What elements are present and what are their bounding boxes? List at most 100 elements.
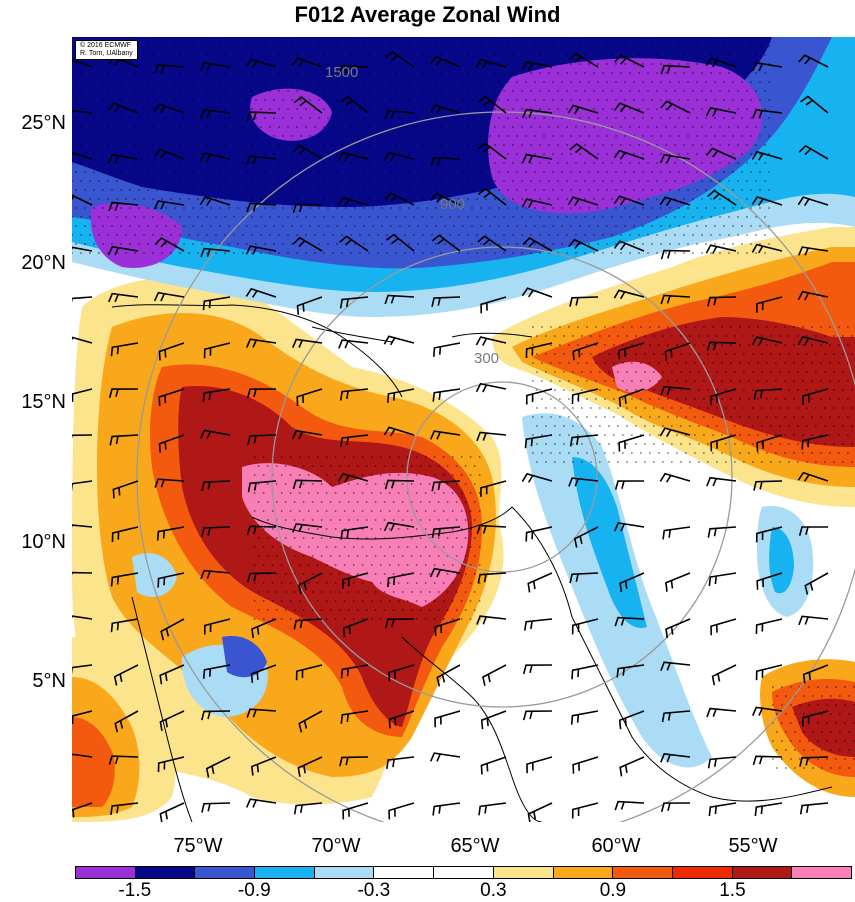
stipple-dot <box>684 452 687 454</box>
stipple-dot <box>498 207 500 209</box>
stipple-dot <box>575 180 577 182</box>
stipple-dot <box>120 243 122 245</box>
stipple-dot <box>675 434 678 436</box>
stipple-dot <box>534 81 536 83</box>
stipple-dot <box>755 234 757 236</box>
stipple-dot <box>741 153 743 155</box>
stipple-dot <box>419 591 422 593</box>
wind-barb <box>291 57 323 68</box>
stipple-dot <box>170 54 172 56</box>
stipple-dot <box>116 37 118 38</box>
stipple-dot <box>437 537 440 539</box>
stipple-dot <box>352 546 355 548</box>
stipple-dot <box>648 326 651 328</box>
stipple-dot <box>746 252 748 254</box>
stipple-dot <box>75 171 77 173</box>
stipple-dot <box>701 162 703 164</box>
stipple-dot <box>512 90 514 92</box>
stipple-dot <box>120 189 122 191</box>
stipple-dot <box>660 135 662 137</box>
stipple-dot <box>639 452 642 454</box>
wind-barb <box>293 96 323 114</box>
stipple-dot <box>566 216 568 218</box>
stipple-dot <box>210 225 212 227</box>
stipple-dot <box>386 180 388 182</box>
stipple-dot <box>647 144 649 146</box>
stipple-dot <box>720 326 723 328</box>
stipple-dot <box>381 171 383 173</box>
wind-barb <box>572 756 599 774</box>
significance-stipple <box>72 37 855 769</box>
stipple-dot <box>327 171 329 173</box>
wind-barb <box>203 342 231 359</box>
negative-wind-regions <box>72 37 855 768</box>
stipple-dot <box>410 501 413 503</box>
wind-barb <box>246 525 277 536</box>
stipple-dot <box>629 126 631 128</box>
stipple-dot <box>810 416 813 418</box>
stipple-dot <box>660 117 662 119</box>
stipple-dot <box>489 243 491 245</box>
stipple-dot <box>540 398 543 400</box>
stipple-dot <box>643 425 646 427</box>
stipple-dot <box>413 198 415 200</box>
stipple-dot <box>152 234 154 236</box>
stipple-dot <box>774 362 777 364</box>
stipple-dot <box>544 443 547 445</box>
stipple-dot <box>72 180 73 182</box>
stipple-dot <box>458 180 460 182</box>
stipple-dot <box>687 243 689 245</box>
stipple-dot <box>702 416 705 418</box>
stipple-dot <box>161 234 163 236</box>
stipple-dot <box>656 216 658 218</box>
stipple-dot <box>792 416 795 418</box>
stipple-dot <box>512 216 514 218</box>
map-panel[interactable] <box>72 37 855 822</box>
stipple-dot <box>535 461 538 463</box>
stipple-dot <box>665 198 667 200</box>
stipple-dot <box>764 144 766 146</box>
stipple-dot <box>415 582 418 584</box>
stipple-dot <box>372 207 374 209</box>
stipple-dot <box>732 117 734 119</box>
map-title: F012 Average Zonal Wind <box>294 2 561 27</box>
stipple-dot <box>365 519 368 521</box>
stipple-dot <box>370 492 373 494</box>
wind-barb <box>523 710 553 721</box>
stipple-dot <box>755 216 757 218</box>
stipple-dot <box>606 153 608 155</box>
stipple-dot <box>464 609 467 611</box>
stipple-dot <box>732 45 734 47</box>
stipple-dot <box>282 189 284 191</box>
wind-barb <box>752 755 783 766</box>
stipple-dot <box>843 722 846 724</box>
stipple-dot <box>219 207 221 209</box>
stipple-dot <box>834 722 837 724</box>
stipple-dot <box>431 180 433 182</box>
stipple-dot <box>485 252 487 254</box>
stipple-dot <box>535 371 538 373</box>
stipple-dot <box>257 591 260 593</box>
stipple-dot <box>404 37 406 38</box>
stipple-dot <box>201 153 203 155</box>
stipple-dot <box>606 117 608 119</box>
stipple-dot <box>719 144 721 146</box>
stipple-dot <box>678 81 680 83</box>
stipple-dot <box>603 398 606 400</box>
stipple-dot <box>598 371 601 373</box>
stipple-dot <box>688 425 691 427</box>
stipple-dot <box>702 380 705 382</box>
stipple-dot <box>651 45 653 47</box>
stipple-dot <box>406 546 409 548</box>
stipple-dot <box>147 225 149 227</box>
wind-barb <box>755 618 783 635</box>
stipple-dot <box>597 45 599 47</box>
stipple-dot <box>720 380 723 382</box>
stipple-dot <box>611 90 613 92</box>
stipple-dot <box>683 126 685 128</box>
stipple-dot <box>656 234 658 236</box>
stipple-dot <box>705 171 707 173</box>
stipple-dot <box>503 180 505 182</box>
stipple-dot <box>692 144 694 146</box>
stipple-dot <box>102 63 104 65</box>
